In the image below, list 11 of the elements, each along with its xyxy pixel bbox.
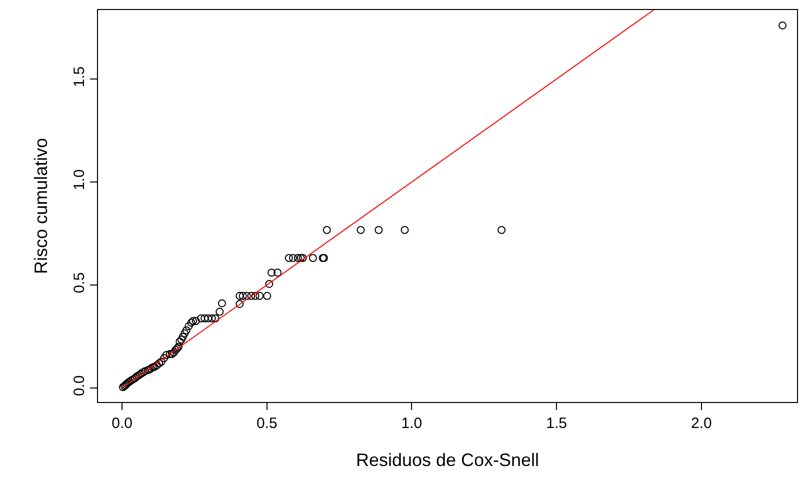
y-tick-label: 0.0	[71, 375, 88, 396]
y-axis-title: Risco cumulativo	[31, 138, 52, 274]
x-tick-label: 2.0	[690, 415, 712, 432]
y-tick-label: 0.5	[71, 272, 88, 294]
x-tick-label: 0.5	[256, 415, 278, 432]
x-axis-title: Residuos de Cox-Snell	[356, 450, 540, 470]
x-tick-label: 1.0	[401, 415, 422, 432]
y-tick-label: 1.0	[71, 169, 88, 190]
x-tick-label: 1.5	[546, 415, 567, 432]
x-tick-label: 0.0	[112, 415, 132, 432]
y-tick-label: 1.5	[71, 66, 88, 88]
